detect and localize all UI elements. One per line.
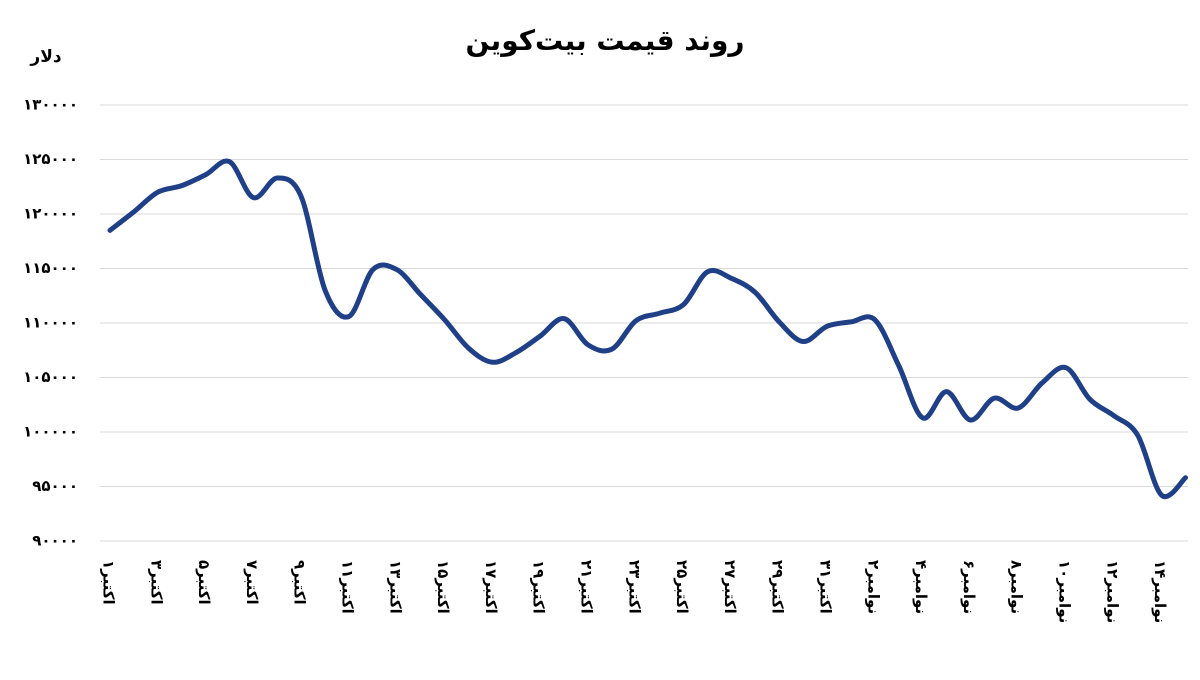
y-tick-label: ۱۰۵۰۰۰ xyxy=(23,368,78,386)
x-tick-label: ۹اکتبر xyxy=(291,560,309,605)
x-tick-label: ۱۱اکتبر xyxy=(339,560,357,614)
x-tick-label: ۶نوامبر xyxy=(960,560,978,614)
x-tick-label: ۲۹اکتبر xyxy=(769,560,787,614)
y-axis-label: دلار xyxy=(29,47,61,67)
y-tick-label: ۱۳۰۰۰۰ xyxy=(23,96,78,114)
y-tick-label: ۱۲۰۰۰۰ xyxy=(23,205,78,223)
x-tick-label: ۵اکتبر xyxy=(195,560,213,605)
y-tick-label: ۱۲۵۰۰۰ xyxy=(23,150,78,168)
x-tick-label: ۷اکتبر xyxy=(243,560,261,605)
x-tick-label: ۱۴نوامبر xyxy=(1151,560,1169,623)
y-tick-label: ۹۵۰۰۰ xyxy=(32,477,78,495)
x-tick-label: ۱۹اکتبر xyxy=(530,560,548,614)
y-tick-label: ۹۰۰۰۰ xyxy=(32,532,78,550)
y-tick-label: ۱۱۰۰۰۰ xyxy=(23,314,78,332)
x-tick-label: ۲۷اکتبر xyxy=(721,560,739,614)
y-tick-label: ۱۱۵۰۰۰ xyxy=(23,259,78,277)
x-tick-label: ۲۵اکتبر xyxy=(673,560,691,614)
x-tick-label: ۴نوامبر xyxy=(912,560,930,614)
x-tick-label: ۳اکتبر xyxy=(147,560,165,605)
x-tick-label: ۲۳اکتبر xyxy=(625,560,643,614)
x-tick-label: ۱۳اکتبر xyxy=(386,560,404,614)
x-tick-label: ۳۱اکتبر xyxy=(817,560,835,614)
x-tick-label: ۱۷اکتبر xyxy=(482,560,500,614)
x-tick-label: ۱۰نوامبر xyxy=(1056,560,1074,623)
x-tick-label: ۲۱اکتبر xyxy=(578,560,596,614)
x-tick-label: ۱اکتبر xyxy=(100,560,118,605)
price-line xyxy=(107,158,1188,500)
x-tick-label: ۱۲نوامبر xyxy=(1103,560,1121,623)
y-tick-label: ۱۰۰۰۰۰ xyxy=(23,423,78,441)
x-tick-label: ۱۵اکتبر xyxy=(434,560,452,614)
x-tick-label: ۲نوامبر xyxy=(864,560,882,614)
chart-title: روند قیمت بیت‌کوین xyxy=(465,24,744,57)
x-tick-label: ۸نوامبر xyxy=(1008,560,1026,614)
